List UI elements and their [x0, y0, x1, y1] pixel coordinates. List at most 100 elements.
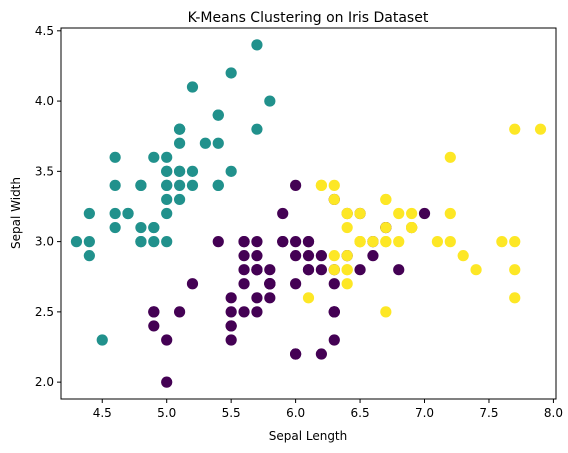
data-point: [148, 306, 160, 318]
data-point: [148, 320, 160, 332]
data-point: [302, 236, 315, 248]
data-point: [251, 39, 263, 51]
data-point: [161, 334, 173, 346]
data-point: [83, 236, 95, 248]
data-point: [444, 236, 456, 248]
data-point: [173, 306, 186, 318]
data-point: [328, 264, 340, 276]
data-point: [161, 151, 173, 163]
y-tick-label: 4.5: [35, 24, 54, 38]
data-point: [148, 221, 160, 234]
data-point: [161, 179, 173, 191]
data-point: [238, 264, 250, 276]
data-point: [238, 250, 250, 262]
data-point: [315, 250, 327, 262]
x-tick-label: 7.5: [479, 406, 498, 420]
data-point: [186, 165, 199, 177]
data-point: [290, 236, 302, 248]
data-point: [238, 236, 250, 248]
data-point: [238, 278, 250, 290]
data-point: [173, 137, 186, 149]
y-axis-ticks: 2.0 2.5 3.0 3.5 4.0 4.5: [35, 24, 61, 389]
data-point: [290, 250, 302, 262]
y-axis-label: Sepal Width: [9, 177, 23, 249]
data-point: [406, 221, 418, 234]
y-tick-label: 4.0: [35, 94, 54, 108]
data-point: [302, 264, 315, 276]
data-point: [173, 193, 186, 206]
data-point: [264, 264, 276, 276]
data-point: [328, 278, 340, 290]
data-point: [161, 207, 173, 220]
points-layer: [70, 39, 547, 388]
data-point: [251, 236, 263, 248]
y-tick-label: 2.0: [35, 375, 54, 389]
x-tick-label: 6.5: [351, 406, 370, 420]
x-tick-label: 4.5: [93, 406, 112, 420]
data-point: [444, 151, 456, 163]
chart-title: K-Means Clustering on Iris Dataset: [188, 10, 429, 26]
data-point: [277, 236, 289, 248]
data-point: [83, 250, 95, 262]
data-point: [393, 264, 405, 276]
data-point: [173, 165, 186, 177]
data-point: [264, 292, 276, 304]
data-point: [225, 292, 237, 304]
data-point: [173, 179, 186, 191]
data-point: [380, 221, 392, 234]
data-point: [277, 207, 289, 220]
data-point: [341, 250, 353, 262]
x-tick-label: 5.0: [157, 406, 176, 420]
data-point: [290, 278, 302, 290]
y-tick-label: 3.5: [35, 164, 54, 178]
data-point: [148, 151, 160, 163]
data-point: [225, 306, 237, 318]
data-point: [173, 123, 186, 135]
data-point: [367, 250, 379, 262]
data-point: [70, 236, 83, 248]
data-point: [212, 109, 224, 121]
data-point: [212, 236, 224, 248]
data-point: [251, 306, 263, 318]
data-point: [96, 334, 108, 346]
data-point: [225, 165, 237, 177]
data-point: [161, 236, 173, 248]
data-point: [251, 123, 263, 135]
data-point: [328, 334, 340, 346]
data-point: [225, 320, 237, 332]
data-point: [161, 165, 173, 177]
data-point: [315, 179, 327, 191]
data-point: [251, 264, 263, 276]
data-point: [328, 179, 340, 191]
data-point: [393, 207, 405, 220]
data-point: [341, 207, 353, 220]
data-point: [251, 292, 263, 304]
y-tick-label: 2.5: [35, 305, 54, 319]
data-point: [109, 207, 121, 220]
data-point: [290, 179, 302, 191]
data-point: [509, 264, 521, 276]
data-point: [148, 236, 160, 248]
data-point: [418, 207, 431, 220]
data-point: [83, 207, 95, 220]
data-point: [290, 348, 302, 360]
data-point: [315, 264, 327, 276]
data-point: [380, 193, 392, 206]
data-point: [302, 292, 315, 304]
data-point: [367, 236, 379, 248]
data-point: [135, 179, 147, 191]
x-tick-label: 8.0: [544, 406, 563, 420]
data-point: [380, 236, 392, 248]
data-point: [496, 236, 508, 248]
data-point: [470, 264, 482, 276]
data-point: [109, 221, 121, 234]
y-tick-label: 3.0: [35, 235, 54, 249]
data-point: [186, 81, 199, 93]
data-point: [251, 250, 263, 262]
data-point: [341, 278, 353, 290]
data-point: [238, 306, 250, 318]
data-point: [315, 348, 327, 360]
data-point: [328, 250, 340, 262]
data-point: [135, 221, 147, 234]
